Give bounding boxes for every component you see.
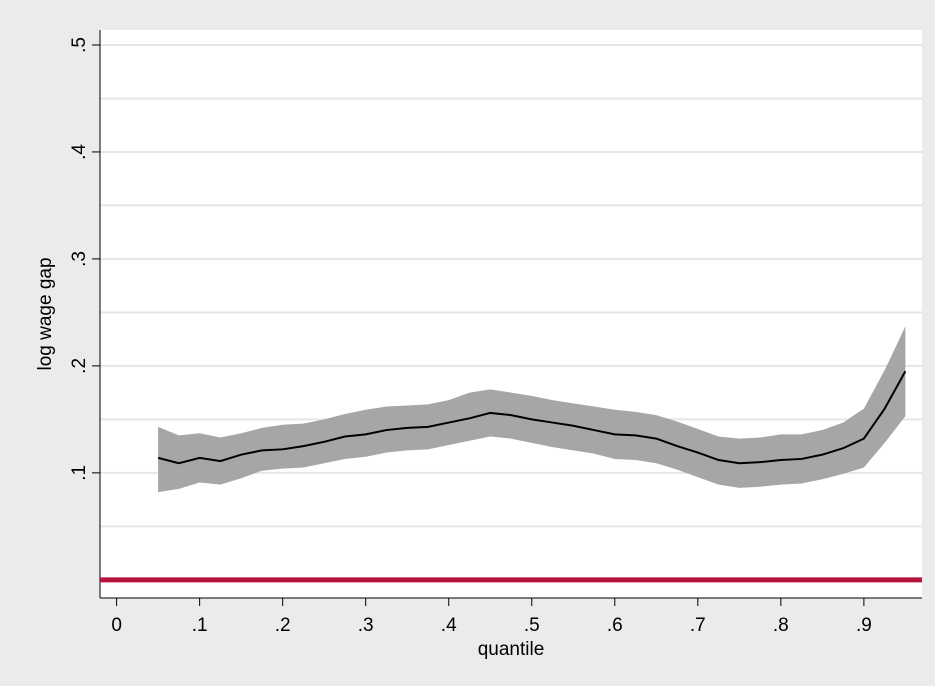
- x-tick-label: .4: [441, 615, 457, 636]
- x-tick-label: .1: [192, 615, 208, 636]
- y-tick-label: .3: [69, 251, 90, 267]
- x-tick-label: .5: [524, 615, 540, 636]
- plot-area: [100, 30, 922, 598]
- x-tick-label: .9: [856, 615, 872, 636]
- y-axis-label: log wage gap: [35, 257, 56, 370]
- x-tick-label: .3: [358, 615, 374, 636]
- x-tick-label: .2: [275, 615, 291, 636]
- x-tick-label: .8: [773, 615, 789, 636]
- x-tick-label: .7: [690, 615, 706, 636]
- x-tick-label: 0: [111, 615, 122, 636]
- y-tick-label: .2: [69, 358, 90, 374]
- y-tick-label: .5: [69, 37, 90, 53]
- estimate-line: [157, 370, 907, 465]
- y-tick-label: .4: [69, 144, 90, 160]
- confidence-band: [158, 326, 906, 493]
- y-tick-label: .1: [69, 465, 90, 481]
- x-axis-label: quantile: [478, 639, 545, 660]
- x-tick-label: .6: [607, 615, 623, 636]
